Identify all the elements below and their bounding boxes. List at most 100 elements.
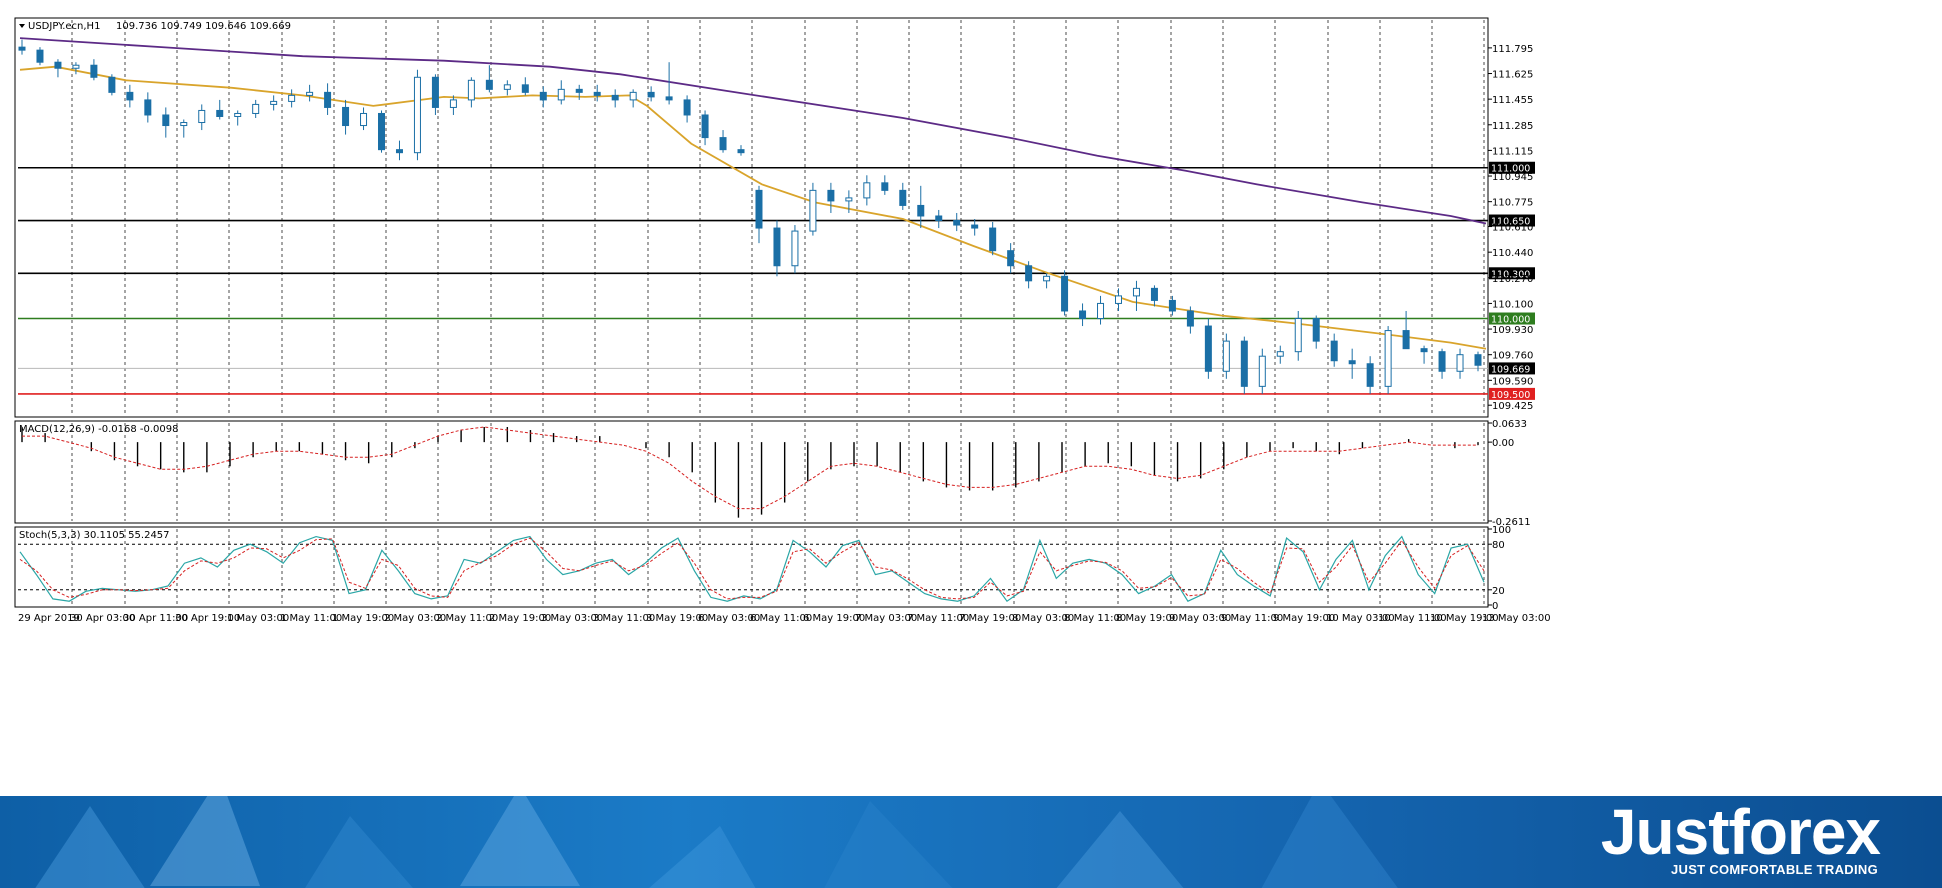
- candle-body: [881, 182, 889, 191]
- x-tick-label: 7 May 11:00: [907, 613, 969, 624]
- candle-body: [252, 103, 260, 114]
- x-tick-label: 2 May 03:00: [384, 613, 446, 624]
- x-tick-label: 6 May 03:00: [698, 613, 760, 624]
- candle-body: [557, 88, 565, 101]
- candle-body: [324, 91, 332, 108]
- x-tick-label: 9 May 19:00: [1273, 613, 1335, 624]
- level-tag-label: 111.000: [1491, 164, 1530, 175]
- moving-average-line: [19, 65, 1487, 350]
- macd-signal-line: [22, 426, 1478, 510]
- candle-body: [899, 189, 907, 206]
- candlestick-series: [18, 39, 1482, 394]
- chart-menu-arrow-icon[interactable]: [19, 24, 25, 28]
- y-tick-label: 110.945: [1492, 172, 1533, 183]
- stoch-y-tick-label: 80: [1492, 540, 1505, 551]
- x-tick-label: 3 May 11:00: [593, 613, 655, 624]
- candle-body: [1097, 302, 1105, 320]
- macd-y-tick-label: 0.0633: [1492, 419, 1527, 430]
- candle-body: [413, 76, 421, 154]
- decor-shape: [640, 826, 760, 888]
- moving-average-line: [19, 37, 1487, 225]
- candle-body: [1420, 348, 1428, 353]
- candle-body: [503, 84, 511, 90]
- horizontal-levels: 111.000 110.650 110.300 110.000 109.500 109.6…: [18, 161, 1535, 401]
- x-tick-label: 3 May 19:00: [646, 613, 708, 624]
- candle-body: [809, 189, 817, 232]
- candle-body: [1114, 295, 1122, 304]
- candle-body: [845, 197, 853, 202]
- level-tag-label: 110.000: [1491, 315, 1530, 326]
- x-tick-label: 9 May 03:00: [1169, 613, 1231, 624]
- y-tick-label: 111.795: [1492, 44, 1533, 55]
- level-tag: [1489, 387, 1535, 400]
- candle-body: [216, 109, 224, 117]
- ohlc-label: 109.736 109.749 109.646 109.669: [116, 21, 291, 32]
- candle-body: [791, 230, 799, 267]
- level-tag-label: 109.500: [1491, 390, 1530, 401]
- candle-body: [1222, 340, 1230, 372]
- x-tick-label: 2 May 19:00: [489, 613, 551, 624]
- y-tick-label: 110.440: [1492, 248, 1533, 259]
- candle-body: [449, 99, 457, 108]
- candle-body: [917, 204, 925, 217]
- y-tick-label: 110.100: [1492, 299, 1533, 310]
- symbol-label: USDJPY.ecn,H1: [28, 21, 100, 32]
- decor-shape: [1050, 811, 1190, 888]
- brand-tagline: JUST COMFORTABLE TRADING: [1670, 862, 1878, 877]
- decor-shape: [1260, 796, 1400, 888]
- stoch-signal-line: [19, 537, 1485, 600]
- x-tick-label: 2 May 11:00: [436, 613, 498, 624]
- candle-body: [1456, 354, 1464, 372]
- level-tag: [1489, 312, 1535, 325]
- x-tick-label: 1 May 11:00: [280, 613, 342, 624]
- candle-body: [162, 114, 170, 127]
- candle-body: [521, 84, 529, 93]
- candle-body: [360, 112, 368, 127]
- x-tick-label: 9 May 11:00: [1221, 613, 1283, 624]
- candle-body: [1007, 250, 1015, 267]
- y-tick-label: 109.930: [1492, 325, 1533, 336]
- stoch-title: Stoch(5,3,3) 30.1105 55.2457: [19, 530, 170, 541]
- price-axis: 111.795 111.625 111.455 111.285 111.115 110.9…: [1488, 44, 1533, 412]
- candle-body: [1258, 355, 1266, 387]
- x-tick-label: 3 May 03:00: [541, 613, 603, 624]
- stoch-y-tick-label: 20: [1492, 586, 1505, 597]
- candle-body: [1276, 351, 1284, 357]
- stoch-y-tick-label: 0: [1492, 601, 1498, 612]
- level-tag: [1489, 267, 1535, 280]
- level-tag: [1489, 161, 1535, 174]
- candle-body: [1186, 310, 1194, 327]
- candle-body: [467, 79, 475, 101]
- candle-body: [611, 94, 619, 101]
- candle-body: [1240, 340, 1248, 387]
- stoch-y-tick-label: 100: [1492, 525, 1511, 536]
- candle-body: [971, 224, 979, 229]
- candle-body: [629, 91, 637, 101]
- x-tick-label: 10 May 19:00: [1430, 613, 1499, 624]
- candle-body: [342, 106, 350, 127]
- candle-body: [1402, 330, 1410, 350]
- x-tick-label: 1 May 19:00: [332, 613, 394, 624]
- candle-body: [431, 76, 439, 108]
- candle-body: [1438, 351, 1446, 372]
- x-tick-label: 10 May 11:00: [1378, 613, 1447, 624]
- x-tick-label: 7 May 19:00: [959, 613, 1021, 624]
- x-tick-label: 29 Apr 2019: [18, 613, 80, 624]
- candle-body: [54, 61, 62, 69]
- candle-body: [953, 220, 961, 226]
- x-tick-label: 13 May 03:00: [1482, 613, 1551, 624]
- candle-body: [647, 91, 655, 98]
- macd-y-tick-label: -0.2611: [1492, 517, 1531, 528]
- justforex-logo: Justforex: [1600, 796, 1881, 868]
- candle-body: [288, 94, 296, 102]
- candle-body: [90, 64, 98, 78]
- candle-body: [575, 88, 583, 93]
- candle-body: [144, 99, 152, 116]
- x-tick-label: 8 May 19:00: [1116, 613, 1178, 624]
- candle-body: [1348, 360, 1356, 365]
- y-tick-label: 109.760: [1492, 351, 1533, 362]
- decor-shape: [30, 806, 150, 888]
- current-price-label: 109.669: [1491, 364, 1530, 375]
- candle-body: [234, 112, 242, 117]
